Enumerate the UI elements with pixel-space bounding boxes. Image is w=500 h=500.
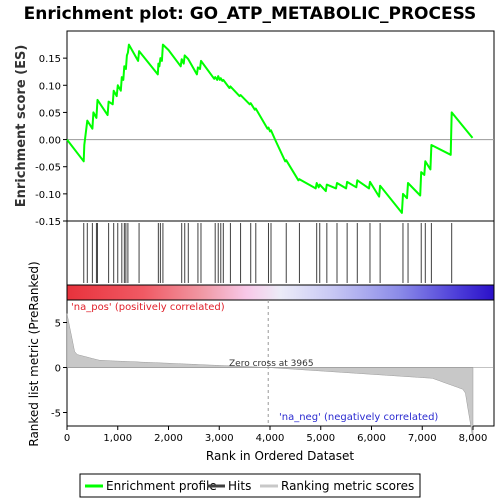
positive-correlation-label: 'na_pos' (positively correlated) <box>71 302 225 313</box>
metric-layer <box>66 300 494 440</box>
x-tick-label: 5,000 <box>306 433 335 444</box>
es-y-tick-label: 0.15 <box>39 54 61 65</box>
x-tick-label: 7,000 <box>408 433 437 444</box>
x-tick-label: 0 <box>64 433 70 444</box>
es-panel-frame <box>66 30 495 222</box>
metric-y-tick-label: 5 <box>55 319 61 330</box>
metric-y-tick-label: 0 <box>55 364 61 375</box>
legend-label-hits: Hits <box>228 479 251 493</box>
metric-y-tick-label: -5 <box>51 409 61 420</box>
zero-cross-label: Zero cross at 3965 <box>229 359 314 369</box>
es-y-tick-label: 0.10 <box>39 81 61 92</box>
x-axis-label: Rank in Ordered Dataset <box>206 449 354 463</box>
x-tick-label: 1,000 <box>103 433 132 444</box>
chart-title: Enrichment plot: GO_ATP_METABOLIC_PROCES… <box>24 4 477 24</box>
hits-panel-frame <box>66 220 495 286</box>
legend-label-enrichment-profile: Enrichment profile <box>106 479 217 493</box>
es-y-tick-label: -0.10 <box>35 190 61 201</box>
axes-layer: -0.15 -0.10 -0.05 0.00 0.05 0.10 0.15 -5 0 5 0 1,00… <box>35 54 487 444</box>
es-y-tick-label: -0.15 <box>35 217 61 228</box>
es-y-tick-label: 0.05 <box>39 108 61 119</box>
x-tick-label: 4,000 <box>256 433 285 444</box>
x-tick-label: 8,000 <box>459 433 488 444</box>
x-tick-label: 6,000 <box>357 433 386 444</box>
rank-gradient-bar <box>66 284 495 301</box>
legend-box <box>79 473 421 498</box>
x-tick-label: 3,000 <box>205 433 234 444</box>
x-tick-label: 2,000 <box>154 433 183 444</box>
legend: Enrichment profile Hits Ranking metric s… <box>79 473 421 498</box>
es-layer <box>66 43 494 214</box>
es-y-tick-label: 0.00 <box>39 136 61 147</box>
hits-layer <box>83 223 453 283</box>
es-y-tick-label: -0.05 <box>35 163 61 174</box>
negative-correlation-label: 'na_neg' (negatively correlated) <box>279 412 438 423</box>
legend-label-ranking-metric: Ranking metric scores <box>281 479 414 493</box>
es-axis-label: Enrichment score (ES) <box>14 45 29 208</box>
enrichment-profile-line <box>66 43 474 214</box>
metric-axis-label: Ranked list metric (PreRanked) <box>27 261 41 446</box>
